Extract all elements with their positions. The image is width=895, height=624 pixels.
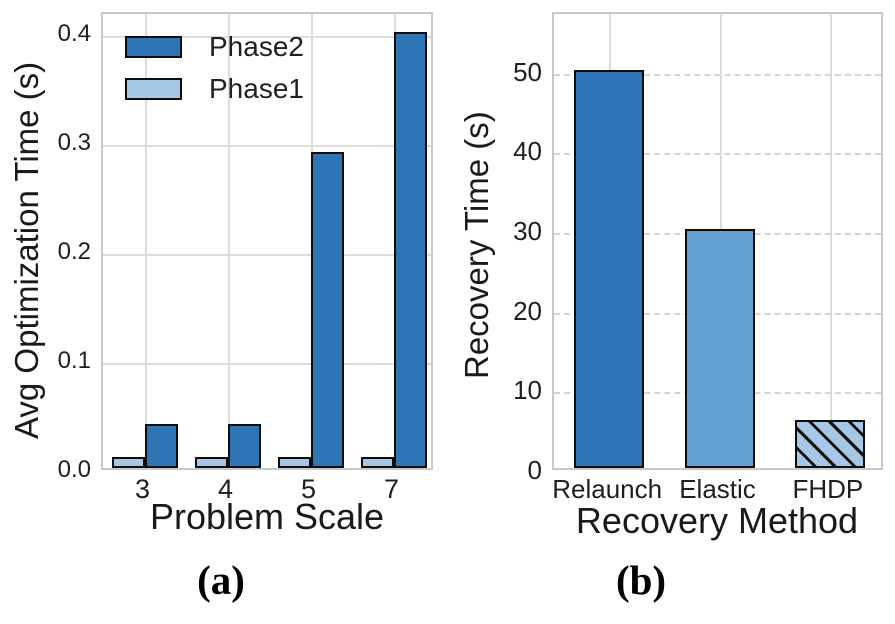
panel-a-ytick-label: 0.4 (57, 19, 91, 47)
panel-b-x-axis-label: Recovery Method (575, 500, 859, 541)
panel-a-caption: (a) (197, 557, 245, 603)
panel-a-ytick-label: 0.2 (57, 237, 91, 265)
legend-label-phase2: Phase2 (209, 31, 304, 62)
panel-a-hgridline-0.1 (103, 362, 431, 365)
panel-a-xtick-label-4: 4 (217, 474, 234, 504)
panel-a-xtick-label-3: 3 (134, 474, 151, 504)
panel-a-ytick-label: 0.0 (57, 456, 91, 483)
bar-phase1-scale-3 (111, 457, 145, 468)
panel-b-xtick-label-elastic: Elastic (679, 474, 756, 504)
bar-phase2-scale-4 (227, 424, 261, 468)
panel-a-hgridline-0.3 (103, 144, 431, 147)
panel-a-ytick-label: 0.1 (57, 346, 91, 374)
panel-a-hgridline-0.2 (103, 253, 431, 256)
panel-b-ytick-label: 10 (513, 375, 542, 406)
panel-a-x-axis-label: Problem Scale (149, 496, 385, 537)
legend-swatch-phase2 (125, 36, 182, 58)
panel-b-hgridline-40 (554, 153, 881, 156)
bar-phase1-scale-5 (277, 457, 311, 468)
bar-phase2-scale-7 (393, 31, 427, 468)
panel-b-plot-area (552, 12, 883, 470)
panel-b-ytick-label: 40 (513, 136, 542, 167)
bar-phase2-scale-5 (310, 151, 344, 468)
bar-relaunch (574, 69, 645, 468)
panel-a-legend: Phase2 Phase1 (125, 32, 304, 104)
panel-b-caption: (b) (615, 557, 667, 603)
panel-a-xtick-label-5: 5 (300, 474, 317, 504)
panel-b-ytick-label: 30 (513, 216, 542, 247)
panel-a-vgridline-3 (144, 14, 147, 468)
panel-b-ytick-label: 50 (513, 56, 542, 87)
panel-b-ytick-label: 0 (527, 455, 542, 485)
panel-b-vgridline-fhdp (829, 14, 832, 468)
panel-a-plot-area: Phase2 Phase1 (101, 12, 433, 470)
legend-swatch-phase1 (125, 78, 182, 100)
legend-label-phase1: Phase1 (209, 73, 304, 104)
panel-b-xtick-label-relaunch: Relaunch (552, 474, 663, 504)
panel-b-ytick-label: 20 (513, 295, 542, 326)
panel-a-hgridline-0.4 (103, 35, 431, 38)
panel-b-hgridline-50 (554, 73, 881, 76)
panel-a-ytick-label: 0.3 (57, 128, 91, 156)
bar-phase2-scale-3 (144, 424, 178, 468)
panel-a-vgridline-4 (227, 14, 230, 468)
panel-a-xtick-label-7: 7 (383, 474, 400, 504)
legend-item-phase1: Phase1 (125, 74, 304, 104)
bar-elastic (684, 229, 755, 468)
legend-item-phase2: Phase2 (125, 32, 304, 62)
panel-b-xtick-label-fhdp: FHDP (792, 474, 864, 504)
bar-phase1-scale-4 (194, 457, 228, 468)
bar-fhdp (794, 420, 865, 468)
bar-phase1-scale-7 (360, 457, 394, 468)
